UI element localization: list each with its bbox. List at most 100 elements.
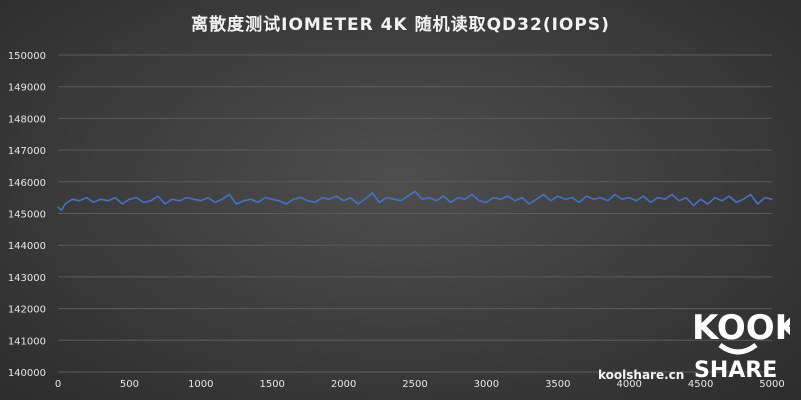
data-point [521,197,523,199]
data-point [700,198,702,200]
data-point [542,193,545,196]
data-point [657,197,659,199]
data-point [664,198,666,200]
data-point [442,195,445,197]
data-point [464,198,466,200]
watermark-site: koolshare.cn [598,368,685,382]
y-tick-label: 147000 [8,146,46,157]
data-point [214,201,216,204]
y-tick-label: 149000 [8,83,46,94]
data-point [357,203,359,205]
data-point [207,197,209,199]
data-point [528,203,530,205]
data-point [585,195,587,197]
data-point [278,200,280,202]
x-tick-label: 4000 [616,379,641,390]
data-point [642,195,645,197]
data-point [414,190,416,192]
data-point [314,201,316,204]
data-point [407,195,409,197]
x-tick-label: 1000 [188,379,213,390]
data-point [257,201,259,204]
data-point [471,193,473,196]
data-point [364,198,366,200]
data-point [178,200,180,202]
x-tick-label: 3500 [545,379,570,390]
data-point [764,197,766,199]
koolshare-logo: KOOK SHARE [692,308,790,381]
y-tick-label: 143000 [8,273,46,284]
data-point [742,198,745,200]
data-point [378,201,380,204]
data-point [250,198,252,200]
data-point [621,198,623,200]
logo-bottom-text: SHARE [694,358,777,381]
x-tick-label: 3000 [474,379,499,390]
data-point [749,193,752,196]
data-point [757,203,759,205]
x-tick-label: 2000 [331,379,356,390]
data-point [592,198,595,200]
data-point [64,203,66,205]
data-point [300,197,302,199]
y-tick-label: 145000 [8,210,46,221]
data-point [157,195,159,197]
logo-smile-icon [718,342,758,355]
data-point [771,198,773,200]
data-point [650,201,652,204]
data-point [457,197,459,199]
data-point [564,198,566,200]
data-point [121,203,123,205]
data-point [271,198,273,200]
data-point [671,193,673,196]
data-point [93,201,95,204]
data-point [60,209,63,211]
data-point [114,197,116,199]
data-point [85,197,88,199]
data-point [200,200,202,202]
data-point [78,200,81,202]
data-point [371,192,373,194]
data-point [235,203,238,205]
x-tick-label: 0 [55,379,61,390]
data-point [107,200,109,202]
data-point [728,195,730,197]
data-point [143,201,145,204]
data-point [478,200,480,202]
data-point [635,200,637,202]
data-point [335,195,338,197]
data-point [607,200,609,202]
data-point [164,203,166,205]
data-point [400,200,402,202]
data-point [293,198,295,200]
data-point [128,198,130,200]
data-point [435,200,438,202]
data-point [500,198,502,200]
data-point [735,201,737,204]
y-tick-label: 148000 [8,114,46,125]
data-point [614,193,616,196]
data-point [485,201,487,204]
gridlines [58,54,772,373]
series-line [57,190,773,212]
data-point [600,197,602,199]
data-point [221,198,223,200]
data-point [492,197,495,199]
data-point [578,201,580,204]
x-axis-ticks: 0 500 1000 1500 2000 2500 3000 3500 4000 4500 5000 [55,379,785,390]
y-tick-label: 144000 [8,241,46,252]
data-point [228,193,230,196]
data-point [685,197,687,199]
data-point [100,198,102,200]
data-point [421,198,423,200]
data-point [714,197,716,199]
data-point [385,197,388,199]
series-group [57,190,773,212]
x-tick-label: 2500 [402,379,427,390]
data-point [185,197,188,199]
data-point [571,197,573,199]
data-point [328,198,330,200]
data-point [285,203,288,205]
y-tick-label: 141000 [8,336,46,347]
